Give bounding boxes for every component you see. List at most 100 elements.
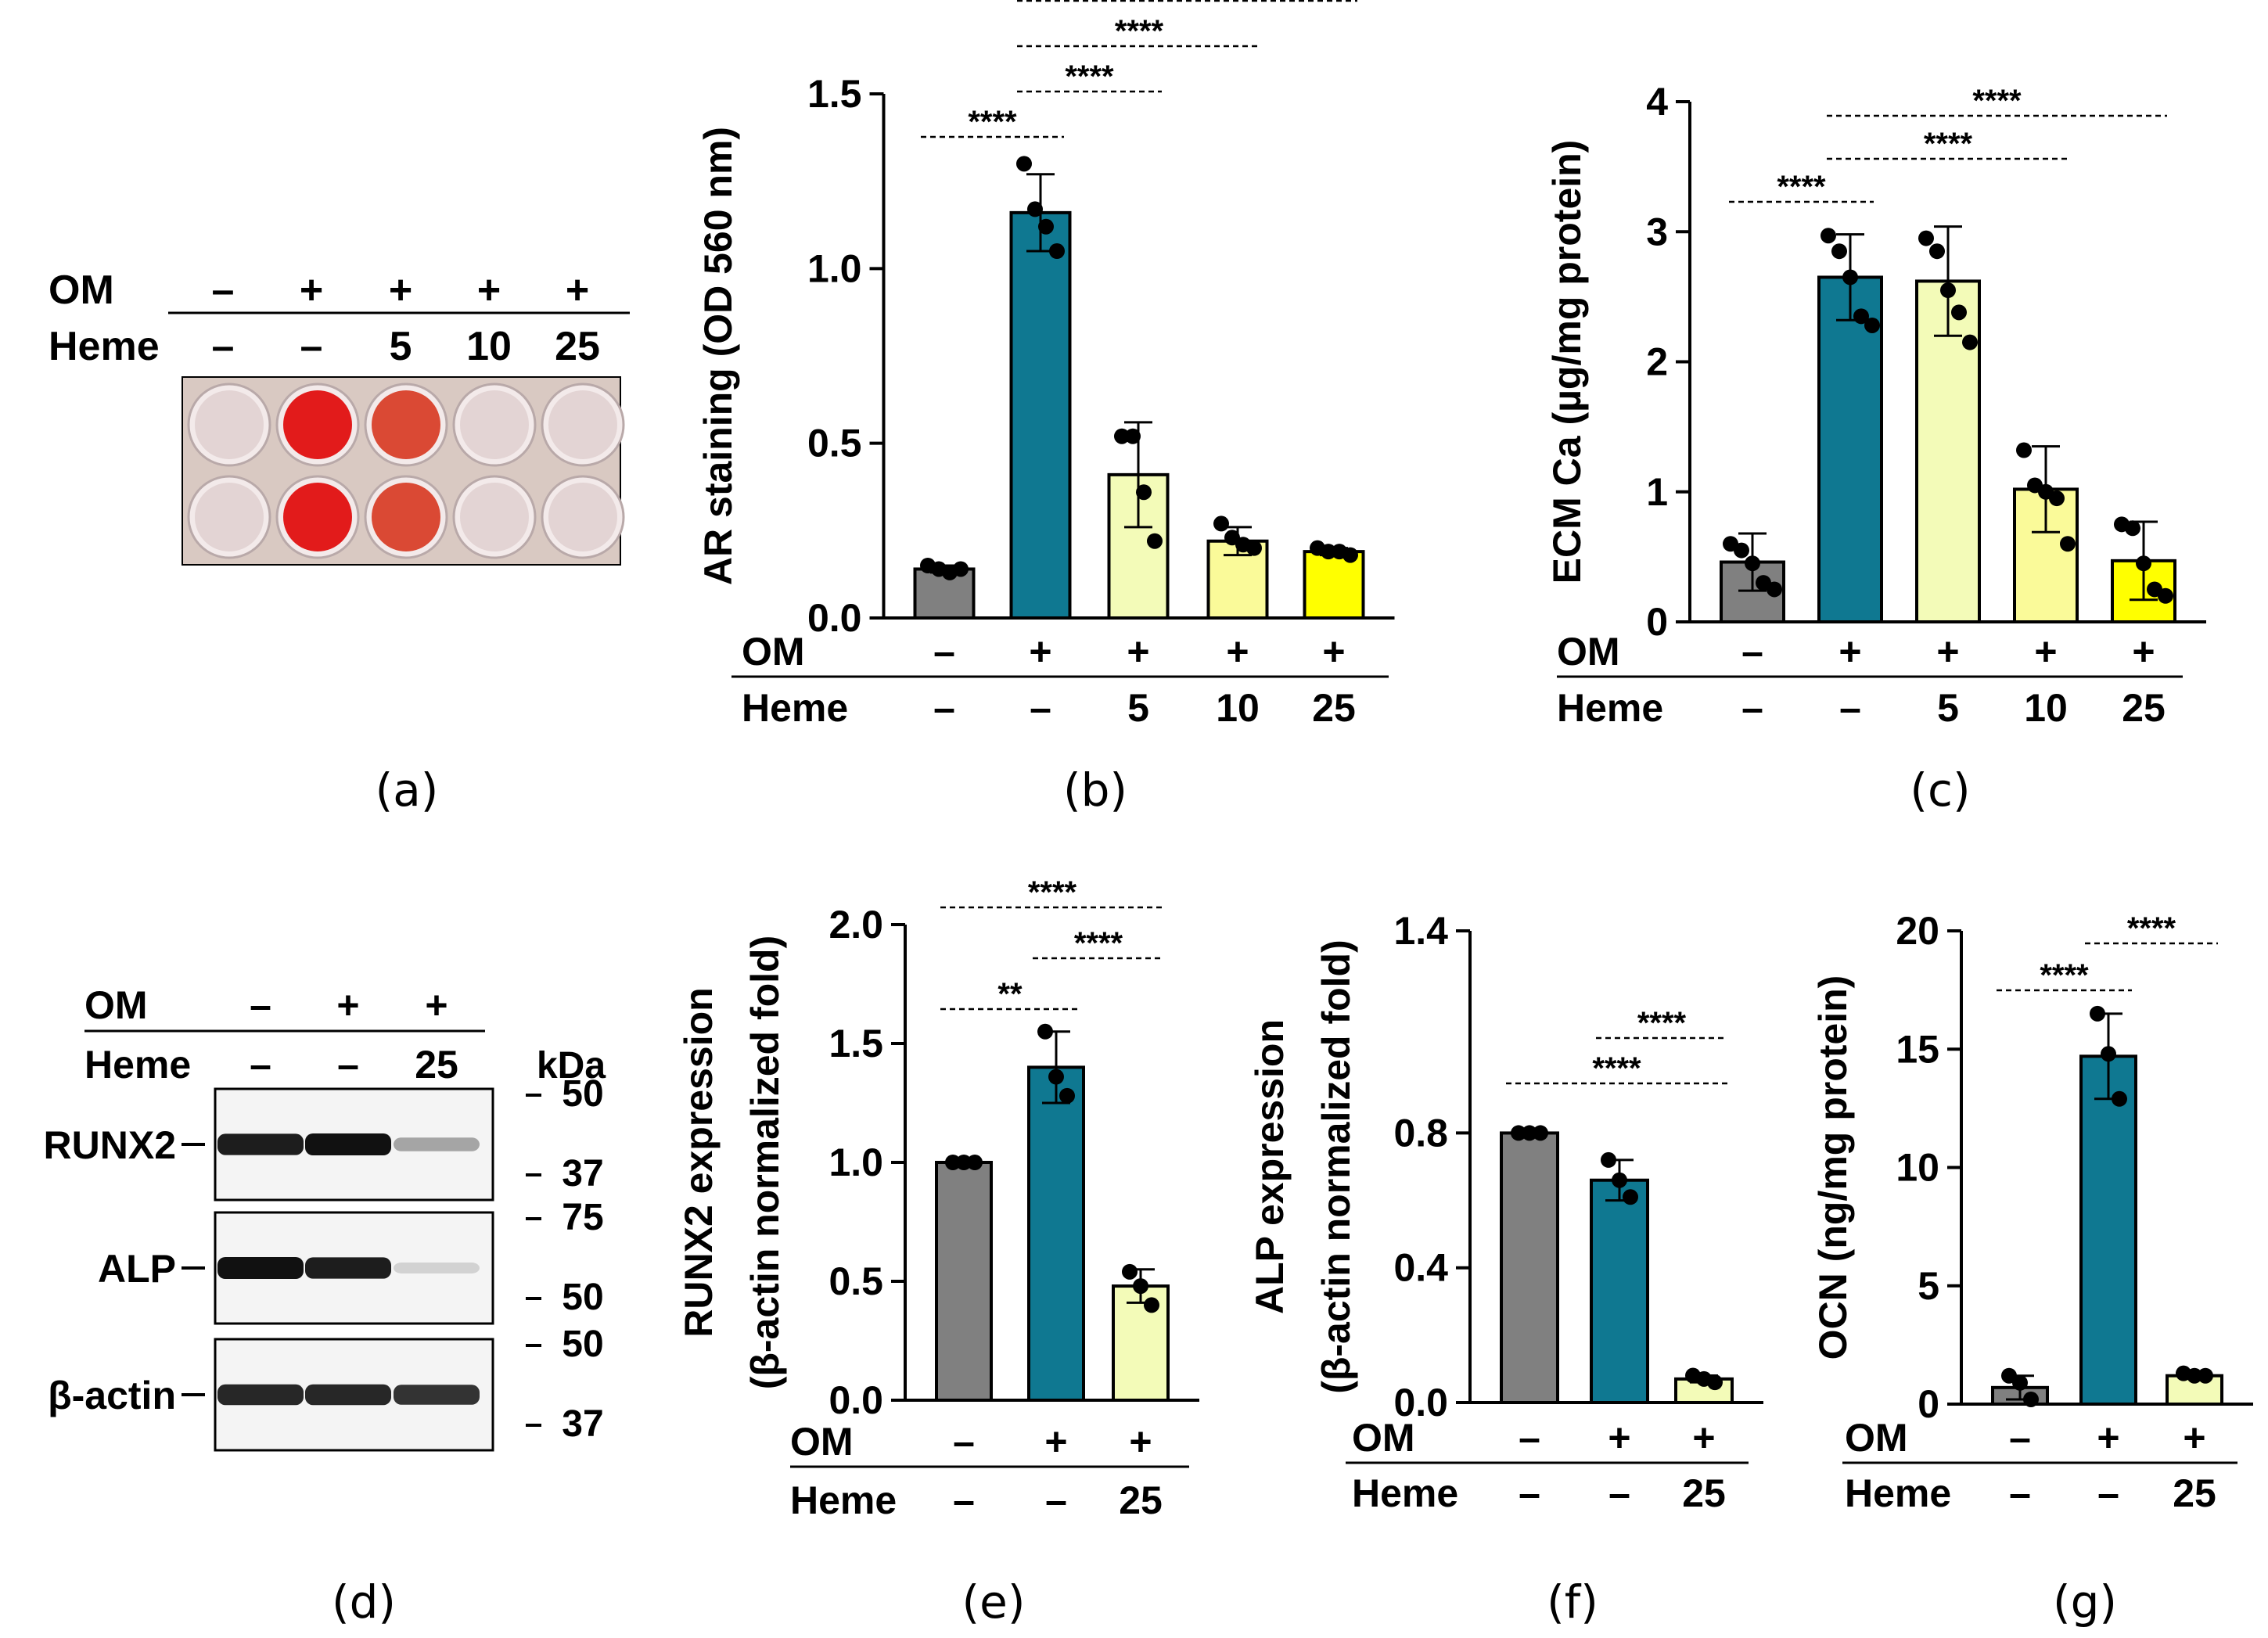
heme-value: 25 (1682, 1471, 1726, 1515)
y-axis-label: ECM Ca (µg/mg protein) (1545, 140, 1589, 584)
blot-marker-label: 75 (562, 1197, 603, 1238)
blot-band (394, 1385, 480, 1405)
significance-label: **** (1592, 1051, 1641, 1086)
data-point (2101, 1046, 2116, 1062)
bar (1500, 1131, 1559, 1405)
panel-d-heme-label: Heme (84, 1043, 191, 1087)
panel-a-heme-label: Heme (49, 324, 160, 369)
data-point (2187, 1367, 2202, 1384)
y-tick-label: 3 (1646, 210, 1668, 253)
significance-label: **** (1777, 170, 1826, 204)
om-value: + (1029, 630, 1051, 674)
data-point (956, 1155, 972, 1170)
y-tick-label: 0.5 (828, 1259, 883, 1303)
chart-b: 0.00.51.01.5AR staining (OD 560 nm)*****… (696, 0, 1395, 730)
data-point (1027, 201, 1043, 217)
heme-value: 5 (1127, 686, 1149, 730)
data-point (1623, 1189, 1638, 1205)
panel-label-e: (e) (962, 1575, 1026, 1629)
plate-well-pale (195, 483, 264, 551)
data-point (1342, 547, 1358, 563)
panel-label-f: (f) (1547, 1575, 1598, 1629)
data-point (1114, 428, 1130, 444)
data-point (967, 1155, 983, 1170)
significance-label: **** (1028, 875, 1077, 910)
panel-a-conditions: OM Heme – + + + + – – 5 10 25 (49, 268, 630, 369)
panel-d-om-value: + (336, 983, 359, 1027)
om-row-label: OM (790, 1420, 854, 1464)
om-value: + (1692, 1416, 1715, 1460)
data-point (1147, 533, 1163, 549)
panel-label-d: (d) (332, 1575, 396, 1629)
y-tick-label: 0.0 (1393, 1381, 1448, 1424)
data-point (1136, 484, 1152, 501)
y-tick-label: 0 (1918, 1382, 1939, 1426)
heme-row-label: Heme (1352, 1471, 1458, 1515)
y-axis-label-2: (β-actin normalized fold) (743, 936, 787, 1390)
blot-marker-label: 50 (562, 1277, 603, 1318)
om-value: + (2097, 1416, 2119, 1460)
heme-value: – (2009, 1471, 2031, 1515)
om-value: + (1936, 630, 1959, 674)
blot-label-1: ALP (98, 1247, 176, 1291)
significance-label: **** (2127, 911, 2176, 946)
bar (1590, 1178, 1649, 1404)
chart-c: 0 1 2 3 4 ECM Ca (µg/mg protein) **** **** **** O… (1545, 80, 2206, 730)
om-value: + (1226, 630, 1249, 674)
y-tick-label: 0.4 (1393, 1246, 1448, 1290)
data-point (1125, 428, 1141, 444)
chart-g: 0 5 10 15 20 OCN (ng/mg protein) **** **** OM Hem… (1811, 909, 2253, 1515)
data-point (1133, 1278, 1148, 1295)
significance-label: **** (1637, 1006, 1687, 1040)
heme-value: – (1839, 686, 1861, 730)
panel-d-om-value: + (425, 983, 447, 1027)
y-tick-label: 5 (1918, 1264, 1939, 1308)
data-point (2158, 587, 2173, 604)
significance-label: **** (1074, 926, 1123, 961)
panel-a-heme-value: 10 (466, 324, 512, 369)
heme-value: 10 (2024, 686, 2068, 730)
blot-band (217, 1133, 304, 1155)
chart-e: 0.0 0.5 1.0 1.5 2.0 RUNX2 expression (β-actin … (677, 875, 1199, 1522)
blot-marker-label: 50 (562, 1073, 603, 1115)
data-point (2012, 1374, 2028, 1391)
om-value: + (2132, 630, 2155, 674)
data-point (1016, 156, 1032, 172)
y-tick-label: 0 (1646, 600, 1668, 644)
plate-well-pale (548, 483, 617, 551)
data-point (1612, 1172, 1627, 1188)
heme-value: 10 (1216, 686, 1260, 730)
y-tick-label: 0.0 (807, 596, 862, 640)
panel-d-heme-value: 25 (415, 1043, 458, 1087)
blot-band (305, 1257, 391, 1279)
data-point (1951, 304, 1967, 321)
om-value: – (1519, 1416, 1540, 1460)
heme-row-label: Heme (1845, 1471, 1951, 1515)
data-point (945, 1155, 961, 1170)
data-point (2112, 1090, 2127, 1107)
y-axis-label: ALP expression (1248, 1019, 1292, 1314)
bar (2079, 1054, 2137, 1406)
plate-well-pale (460, 390, 529, 459)
heme-value: – (1045, 1478, 1067, 1522)
bar (1027, 1065, 1085, 1403)
y-axis-label: AR staining (OD 560 nm) (696, 127, 740, 585)
data-point (1767, 581, 1782, 598)
heme-value: 25 (1119, 1478, 1163, 1522)
heme-value: – (1741, 686, 1763, 730)
data-point (1842, 269, 1858, 286)
blot-band (217, 1384, 304, 1406)
data-point (2023, 1391, 2039, 1407)
y-tick-label: 1 (1646, 470, 1668, 514)
heme-row-label: Heme (742, 686, 848, 730)
bar (1817, 275, 1883, 623)
y-tick-label: 2.0 (828, 903, 883, 947)
bar (2013, 487, 2079, 623)
significance-label: ** (997, 977, 1023, 1011)
panel-a-om-value: + (389, 268, 412, 313)
data-point (1962, 334, 1978, 350)
y-tick-label: 10 (1896, 1146, 1939, 1190)
panel-a-om-value: + (477, 268, 501, 313)
heme-value: – (1030, 686, 1051, 730)
